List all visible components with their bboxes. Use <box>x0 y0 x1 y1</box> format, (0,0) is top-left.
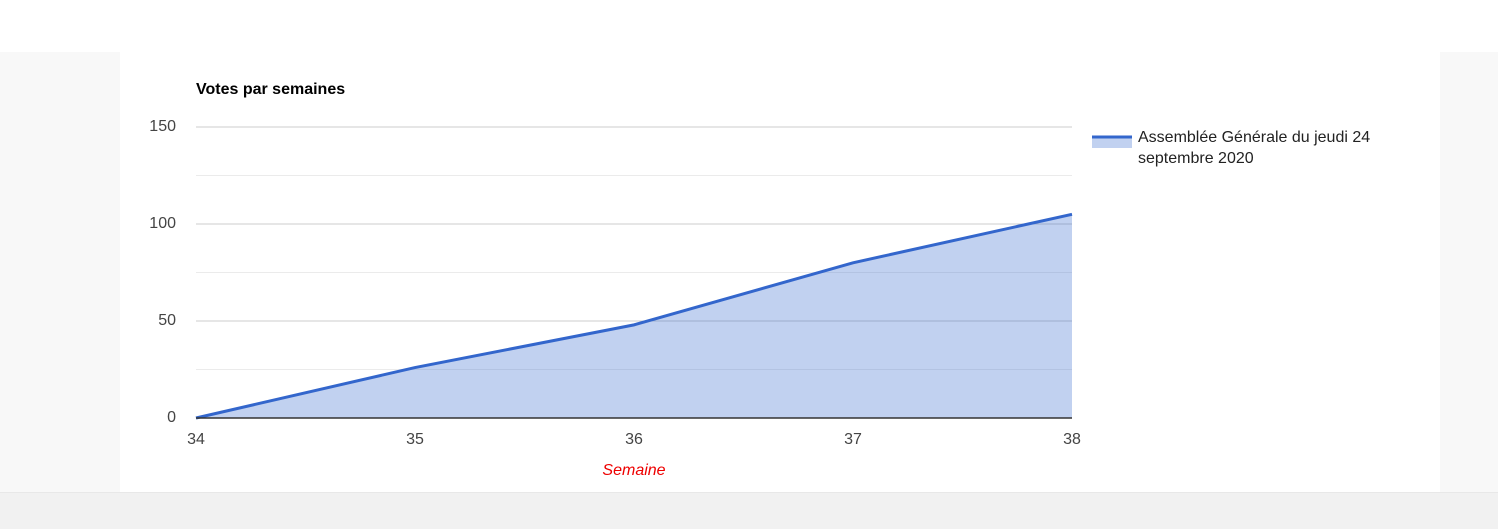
chart-title: Votes par semaines <box>196 81 345 98</box>
y-tick-label: 100 <box>149 215 176 232</box>
legend-label: Assemblée Générale du jeudi 24 septembre… <box>1138 129 1371 167</box>
footer-strip <box>0 492 1498 529</box>
y-tick-label: 0 <box>167 409 176 426</box>
line <box>195 212 1073 420</box>
y-tick-label: 150 <box>149 118 176 135</box>
x-tick-label: 35 <box>406 431 424 448</box>
area <box>196 214 1072 418</box>
x-tick-label: 38 <box>1063 431 1081 448</box>
y-tick-label: 50 <box>158 312 176 329</box>
x-tick-label: 37 <box>844 431 862 448</box>
legend-swatch-area <box>1092 136 1132 148</box>
x-tick-label: 36 <box>625 431 643 448</box>
x-axis-title: Semaine <box>602 462 665 479</box>
x-tick-label: 34 <box>187 431 205 448</box>
